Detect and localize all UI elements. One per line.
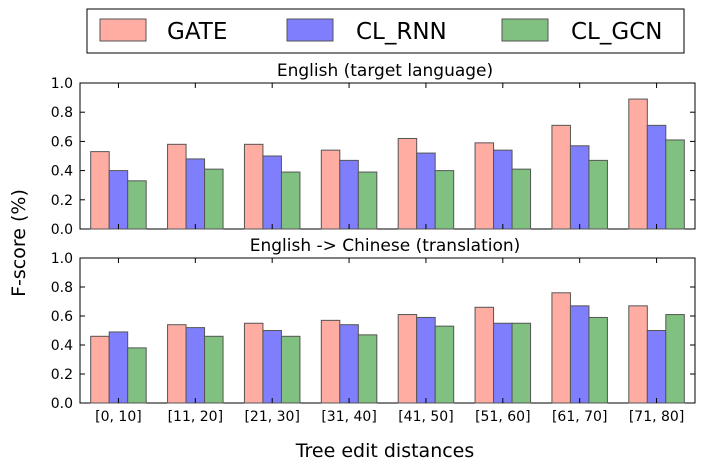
y-tick-label: 1.0	[51, 76, 73, 92]
x-tick-label: [31, 40]	[321, 409, 376, 425]
legend-frame	[86, 8, 685, 54]
bar-bottom-gate-1	[167, 324, 187, 404]
y-tick-label: 0.4	[51, 164, 73, 180]
x-tick-label: [61, 70]	[552, 409, 607, 425]
bar-top-cl-gcn-7	[665, 139, 685, 230]
bar-top-cl-rnn-0	[108, 170, 129, 230]
bar-top-cl-gcn-0	[127, 180, 147, 230]
legend-label-gate: GATE	[167, 19, 227, 45]
bar-bottom-gate-5	[474, 306, 495, 404]
y-tick-label: 0.0	[51, 396, 73, 412]
bar-top-cl-gcn-5	[511, 168, 532, 230]
bar-bottom-gate-0	[90, 335, 110, 404]
bar-bottom-cl-gcn-0	[127, 347, 147, 404]
bar-top-gate-2	[243, 143, 264, 230]
bar-top-cl-rnn-6	[569, 145, 590, 230]
bar-top-gate-5	[474, 142, 495, 230]
bar-top-cl-gcn-3	[357, 171, 378, 230]
x-tick-label: [41, 50]	[398, 409, 453, 425]
x-tick-label: [11, 20]	[168, 409, 223, 425]
bar-bottom-cl-gcn-1	[204, 335, 224, 404]
y-tick-label: 0.2	[51, 193, 73, 209]
bar-top-gate-1	[167, 143, 187, 230]
bar-bottom-cl-gcn-5	[511, 322, 532, 404]
bar-bottom-cl-gcn-2	[280, 335, 301, 404]
x-tick-labels: [0, 10] [11, 20] [21, 30] [31, 40] [41, 50] […	[95, 409, 684, 425]
bar-bottom-cl-rnn-7	[646, 330, 667, 404]
bar-top-gate-0	[90, 151, 110, 230]
bar-bottom-gate-6	[551, 292, 571, 404]
bar-bottom-gate-2	[243, 322, 264, 404]
y-tick-label: 0.0	[51, 222, 73, 238]
bar-top-cl-rnn-2	[262, 155, 282, 230]
legend-swatch-cl-gcn	[501, 18, 549, 42]
bar-top-cl-rnn-7	[646, 124, 667, 230]
y-tick-label: 0.2	[51, 367, 73, 383]
bar-bottom-cl-rnn-5	[493, 322, 513, 404]
bar-bottom-cl-gcn-6	[588, 316, 608, 404]
bar-bottom-cl-rnn-6	[569, 305, 590, 404]
bar-top-gate-4	[397, 137, 418, 230]
bar-top-cl-gcn-2	[280, 171, 301, 230]
bar-bottom-cl-rnn-0	[108, 331, 129, 404]
bar-bottom-cl-rnn-4	[416, 316, 436, 404]
bar-bottom-cl-rnn-2	[262, 330, 282, 404]
y-axis-label: F-score (%)	[8, 189, 30, 297]
legend-swatch-gate	[99, 18, 147, 42]
bar-bottom-cl-gcn-4	[434, 325, 455, 404]
y-tick-label: 1.0	[51, 251, 73, 267]
x-tick-label: [71, 80]	[629, 409, 684, 425]
x-tick-label: [51, 60]	[475, 409, 530, 425]
bar-top-gate-7	[628, 98, 648, 230]
panel-title-top: English (target language)	[277, 61, 493, 81]
bar-top-cl-rnn-5	[493, 149, 513, 230]
bar-top-gate-3	[320, 149, 341, 230]
x-axis-label: Tree edit distances	[295, 440, 475, 462]
bar-bottom-cl-rnn-1	[185, 327, 206, 404]
bar-top-cl-rnn-3	[339, 159, 359, 230]
bar-top-gate-6	[551, 124, 571, 230]
legend-label-cl-rnn: CL_RNN	[356, 19, 447, 45]
panel-title-bottom: English -> Chinese (translation)	[250, 236, 521, 256]
bar-bottom-cl-gcn-3	[357, 334, 378, 404]
bar-bottom-cl-gcn-7	[665, 314, 685, 404]
bar-bottom-gate-4	[397, 314, 418, 404]
bar-top-cl-rnn-1	[185, 158, 206, 230]
bar-top-cl-rnn-4	[416, 152, 436, 230]
panel-top: 0.0 0.2 0.4 0.6 0.8 1.0	[51, 76, 696, 238]
x-tick-label: [0, 10]	[95, 409, 142, 425]
bar-bottom-cl-rnn-3	[339, 324, 359, 404]
bar-top-cl-gcn-4	[434, 170, 455, 230]
y-tick-label: 0.8	[51, 105, 73, 121]
bar-top-cl-gcn-6	[588, 159, 608, 230]
y-tick-label: 0.6	[51, 134, 73, 150]
legend-label-cl-gcn: CL_GCN	[571, 19, 662, 45]
legend: GATE CL_RNN CL_GCN	[86, 8, 685, 54]
legend-swatch-cl-rnn	[286, 18, 334, 42]
bar-top-cl-gcn-1	[204, 168, 224, 230]
bar-bottom-gate-7	[628, 305, 648, 404]
y-tick-label: 0.6	[51, 309, 73, 325]
y-tick-label: 0.8	[51, 280, 73, 296]
x-tick-label: [21, 30]	[244, 409, 299, 425]
panel-bottom: 0.0 0.2 0.4 0.6 0.8 1.0	[51, 251, 696, 412]
bar-bottom-gate-3	[320, 319, 341, 404]
y-tick-label: 0.4	[51, 338, 73, 354]
